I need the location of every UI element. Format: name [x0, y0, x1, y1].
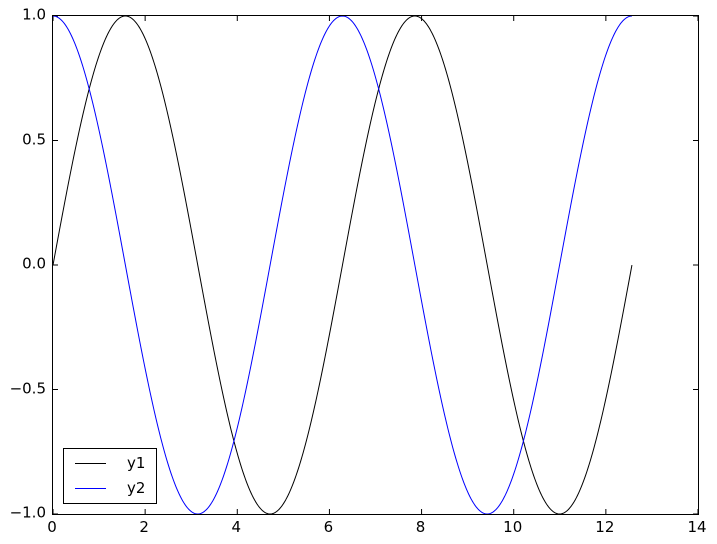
- y-tick-label: −1.0: [9, 503, 46, 522]
- x-tick-label: 4: [231, 518, 242, 536]
- plot-area: y1 y2: [52, 15, 699, 515]
- legend: y1 y2: [63, 448, 158, 504]
- legend-label: y1: [127, 454, 146, 472]
- x-tick-label: 12: [595, 518, 615, 536]
- legend-label: y2: [127, 479, 146, 497]
- legend-entry-y2: y2: [75, 481, 145, 496]
- plot-canvas: [53, 16, 698, 514]
- series-line-y2: [53, 16, 632, 514]
- y-tick-label: −0.5: [9, 379, 46, 397]
- legend-entry-y1: y1: [75, 456, 145, 471]
- series-line-y1: [53, 16, 633, 514]
- y-tick-label: 0.5: [22, 130, 46, 148]
- x-tick-label: 10: [503, 518, 523, 536]
- legend-line-swatch: [75, 463, 106, 464]
- x-tick-label: 6: [323, 518, 334, 536]
- x-tick-label: 0: [47, 518, 57, 536]
- y-tick-label: 0.0: [22, 254, 46, 273]
- y-tick-label: 1.0: [22, 5, 46, 24]
- legend-line-swatch: [75, 488, 106, 489]
- x-tick-label: 14: [687, 518, 707, 536]
- x-tick-label: 2: [139, 518, 149, 536]
- x-tick-label: 8: [415, 518, 426, 536]
